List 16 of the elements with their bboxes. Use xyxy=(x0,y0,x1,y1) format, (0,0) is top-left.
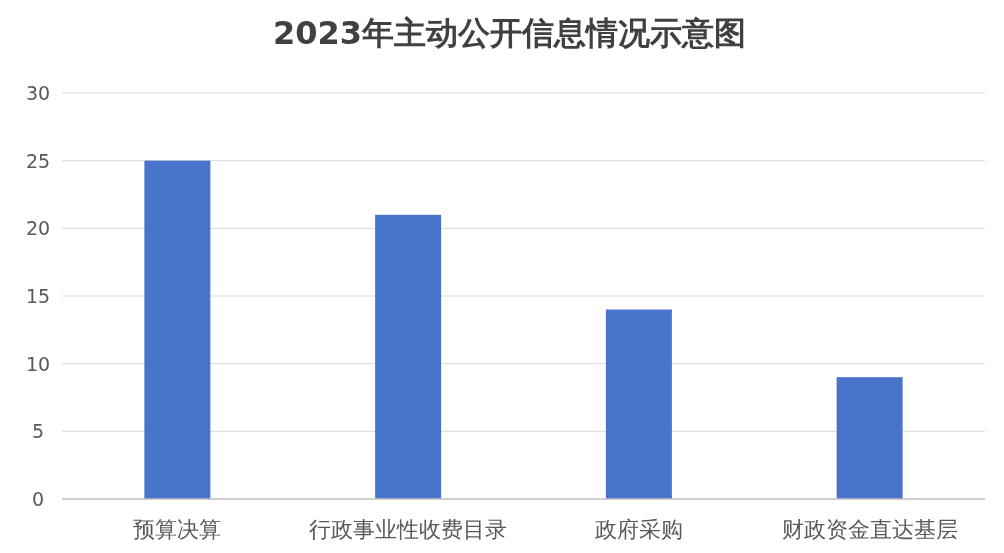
x-tick-label: 行政事业性收费目录 xyxy=(309,517,508,542)
x-tick-label: 财政资金直达基层 xyxy=(781,517,958,542)
bar xyxy=(836,377,903,499)
y-tick-label: 15 xyxy=(25,285,51,307)
y-tick-label: 10 xyxy=(25,352,51,375)
y-tick-label: 20 xyxy=(25,217,51,240)
x-tick-label: 预算决算 xyxy=(133,517,222,542)
y-tick-label: 25 xyxy=(25,149,51,172)
bar xyxy=(375,214,442,499)
y-tick-label: 5 xyxy=(31,420,45,443)
y-tick-label: 0 xyxy=(31,488,45,510)
chart-title: 2023年主动公开信息情况示意图 xyxy=(272,14,747,52)
bar xyxy=(605,309,672,499)
bar xyxy=(144,160,211,499)
x-tick-label: 政府采购 xyxy=(594,517,683,542)
y-tick-label: 30 xyxy=(25,82,51,104)
